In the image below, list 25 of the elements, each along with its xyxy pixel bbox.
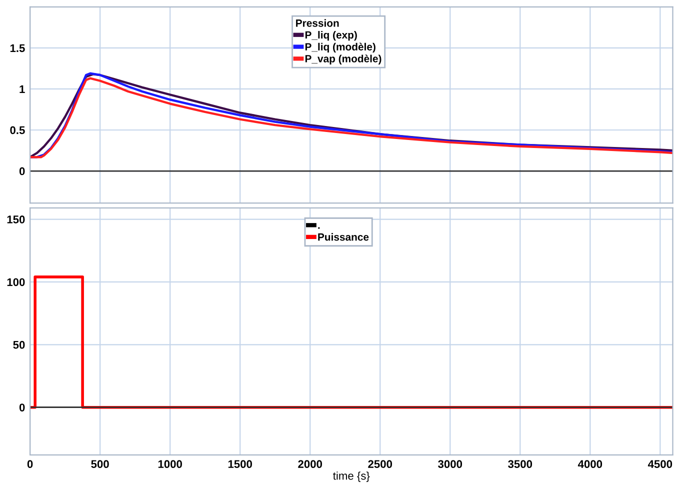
y-tick-label: 1.5 (10, 44, 25, 52)
x-tick-label: 3000 (438, 460, 462, 468)
x-tick-label: 0 (27, 460, 33, 468)
x-tick-label: 1000 (158, 460, 182, 468)
y-tick-label: 0 (19, 404, 25, 412)
y-tick-label: 0 (19, 167, 25, 176)
x-tick-label: 500 (91, 460, 109, 468)
x-tick-label: 2000 (298, 460, 322, 468)
legend-label: P_vap (modèle) (305, 54, 382, 64)
legend-label: Puissance (318, 233, 369, 241)
y-tick-label: 0.5 (10, 126, 25, 134)
y-tick-label: 1 (20, 85, 25, 93)
y-tick-label: 100 (7, 278, 25, 286)
legend-label: P_liq (exp) (305, 30, 357, 41)
x-tick-label: 4000 (578, 460, 602, 468)
x-tick-label: 4500 (648, 460, 672, 468)
x-tick-label: 3500 (508, 460, 532, 468)
x-axis-title: time {s} (333, 472, 370, 482)
x-tick-label: 1500 (228, 460, 252, 468)
y-tick-label: 50 (13, 340, 25, 349)
legend-label: P_liq (modèle) (305, 42, 376, 53)
x-tick-label: 2500 (368, 460, 392, 468)
y-tick-label: 150 (7, 216, 25, 224)
legend-title: Pression (296, 19, 339, 27)
legend-label: . (318, 227, 320, 229)
